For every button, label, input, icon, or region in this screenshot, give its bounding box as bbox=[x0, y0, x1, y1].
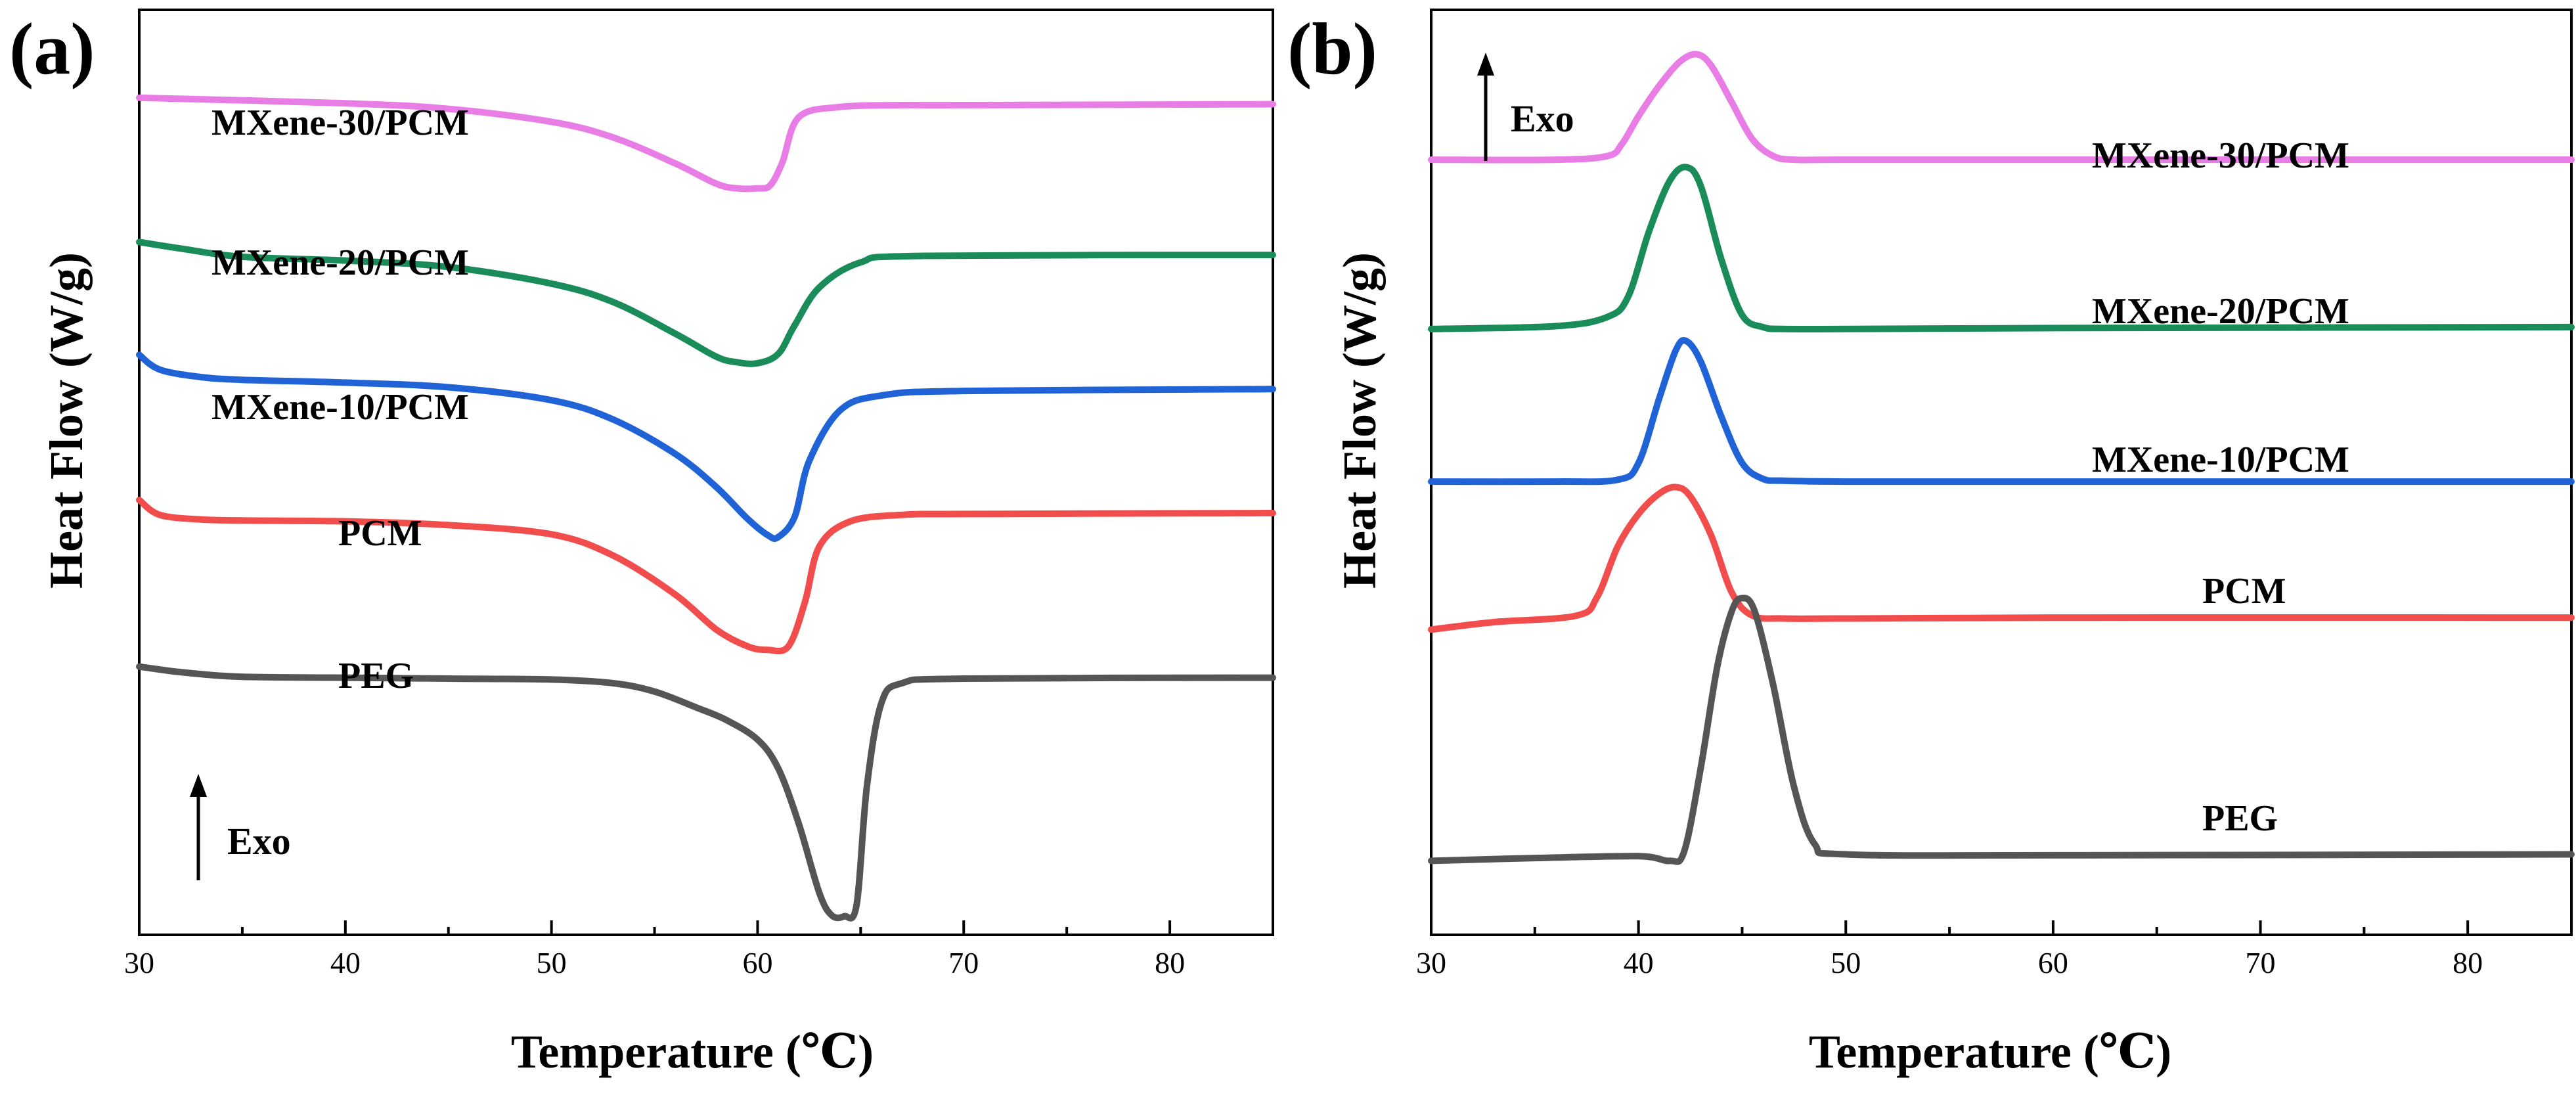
panel-a-exo-annotation: Exo bbox=[190, 774, 291, 880]
panel-b-x-tick-label: 50 bbox=[1831, 946, 1861, 979]
panel-a: (a) Heat Flow (W/g) Temperature (℃) 30 40… bbox=[9, 9, 1276, 1078]
panel-a-x-ticks: 30 40 50 60 70 80 bbox=[124, 920, 1274, 979]
panel-b-label-mxene-20-pcm: MXene-20/PCM bbox=[2092, 291, 2349, 332]
panel-a-series-line-pcm bbox=[136, 497, 1276, 655]
panel-b-exo-annotation: Exo bbox=[1477, 53, 1574, 161]
panel-a-label-mxene-10-pcm: MXene-10/PCM bbox=[211, 387, 469, 428]
panel-a-x-tick-label: 60 bbox=[742, 946, 772, 979]
panel-a-series-line-mxene-30-pcm bbox=[136, 94, 1276, 192]
panel-a-plot: 30 40 50 60 70 80 MXene-30/PCM MXene-20/PCM M… bbox=[124, 9, 1276, 979]
panel-a-series-labels: MXene-30/PCM MXene-20/PCM MXene-10/PCM P… bbox=[211, 102, 469, 696]
panel-b-series-line-pcm bbox=[1428, 484, 2575, 633]
panel-b-x-tick-label: 70 bbox=[2246, 946, 2276, 979]
panel-b-series-line-mxene-10-pcm bbox=[1428, 337, 2575, 485]
panel-b-label-peg: PEG bbox=[2202, 798, 2278, 839]
panel-a-exo-label: Exo bbox=[227, 820, 291, 863]
panel-b-label: (b) bbox=[1287, 9, 1377, 90]
panel-a-x-tick-label: 50 bbox=[537, 946, 567, 979]
panel-b-x-axis-title: Temperature (℃) bbox=[1809, 1025, 2171, 1078]
panel-b-series-line-peg bbox=[1428, 595, 2575, 865]
panel-a-x-axis-title: Temperature (℃) bbox=[511, 1025, 874, 1078]
panel-b-y-axis-title: Heat Flow (W/g) bbox=[1333, 252, 1386, 589]
panel-b-label-pcm: PCM bbox=[2202, 571, 2286, 612]
panel-a-label: (a) bbox=[9, 9, 95, 90]
panel-b-plot: 30 40 50 60 70 80 MXene-30/PCM MXene-20/PCM M… bbox=[1416, 9, 2575, 979]
panel-b-x-ticks: 30 40 50 60 70 80 bbox=[1416, 920, 2573, 979]
panel-b: (b) Heat Flow (W/g) Temperature (℃) 30 40… bbox=[1287, 9, 2575, 1078]
panel-a-label-peg: PEG bbox=[338, 656, 414, 696]
panel-b-x-tick-label: 80 bbox=[2453, 946, 2483, 979]
panel-a-y-axis-title: Heat Flow (W/g) bbox=[40, 252, 93, 589]
panel-b-series-line-mxene-30-pcm bbox=[1428, 51, 2575, 164]
panel-b-x-tick-label: 30 bbox=[1416, 946, 1446, 979]
panel-a-series-group bbox=[136, 94, 1276, 922]
panel-a-series-line-peg bbox=[136, 663, 1276, 922]
panel-b-series-line-mxene-20-pcm bbox=[1428, 164, 2575, 333]
panel-a-series-line-mxene-20-pcm bbox=[136, 238, 1276, 367]
panel-a-label-pcm: PCM bbox=[338, 513, 422, 554]
panel-a-x-tick-label: 80 bbox=[1155, 946, 1185, 979]
panel-b-exo-label: Exo bbox=[1511, 97, 1574, 140]
panel-a-up-arrow-icon bbox=[190, 774, 207, 797]
panel-a-series-line-mxene-10-pcm bbox=[136, 351, 1276, 542]
panel-a-x-tick-label: 30 bbox=[124, 946, 154, 979]
panel-a-label-mxene-20-pcm: MXene-20/PCM bbox=[211, 242, 469, 283]
panel-b-frame bbox=[1430, 9, 2573, 936]
panel-a-label-mxene-30-pcm: MXene-30/PCM bbox=[211, 102, 469, 143]
panel-b-x-tick-label: 60 bbox=[2038, 946, 2068, 979]
panel-b-x-tick-label: 40 bbox=[1624, 946, 1654, 979]
panel-b-label-mxene-10-pcm: MXene-10/PCM bbox=[2092, 439, 2349, 480]
panel-b-series-labels: MXene-30/PCM MXene-20/PCM MXene-10/PCM P… bbox=[2092, 135, 2349, 839]
panel-b-label-mxene-30-pcm: MXene-30/PCM bbox=[2092, 135, 2349, 176]
panel-b-up-arrow-icon bbox=[1477, 53, 1494, 76]
panel-b-series-group bbox=[1428, 51, 2575, 865]
panel-a-frame bbox=[138, 9, 1274, 936]
panel-a-x-tick-label: 40 bbox=[330, 946, 361, 979]
panel-a-x-tick-label: 70 bbox=[948, 946, 979, 979]
